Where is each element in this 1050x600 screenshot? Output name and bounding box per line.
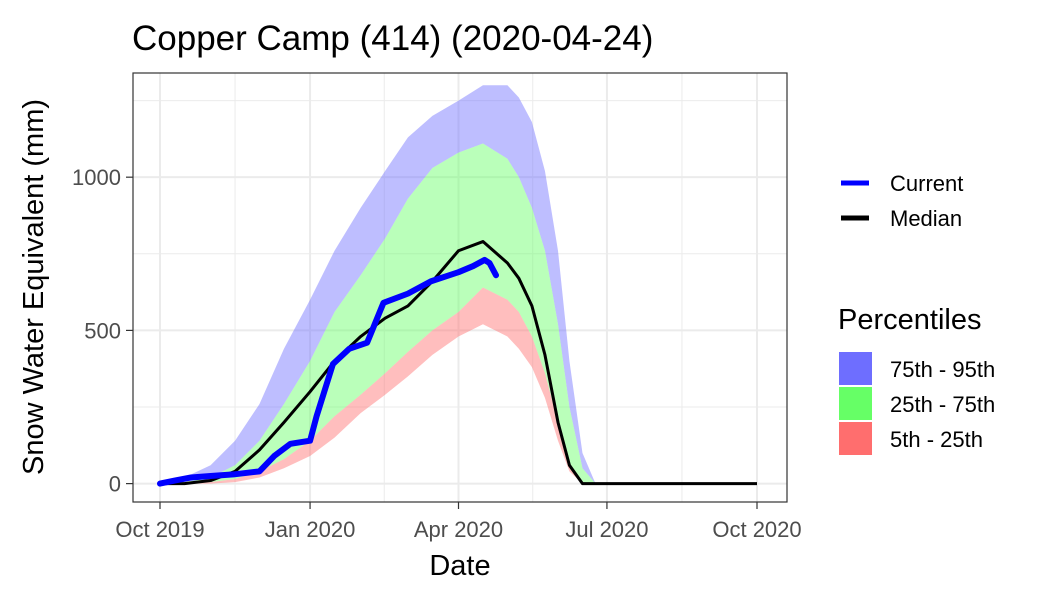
chart-title: Copper Camp (414) (2020-04-24) xyxy=(132,19,653,58)
x-tick-label: Jan 2020 xyxy=(265,517,356,542)
x-tick-label: Jul 2020 xyxy=(565,517,648,542)
legend: Current Median Percentiles 75th - 95th 25th … xyxy=(838,171,995,455)
x-tick-label: Apr 2020 xyxy=(414,517,503,542)
grid xyxy=(133,73,787,502)
legend-label-median: Median xyxy=(890,206,962,231)
legend-label-current: Current xyxy=(890,171,963,196)
legend-label-p5_25: 5th - 25th xyxy=(890,427,983,452)
percentile-bands xyxy=(160,85,757,484)
y-tick-label: 1000 xyxy=(72,165,121,190)
band-25-75 xyxy=(160,143,757,484)
axes: Oct 2019 Jan 2020 Apr 2020 Jul 2020 Oct 2020… xyxy=(72,165,802,542)
y-tick-label: 500 xyxy=(84,318,121,343)
plot-panel xyxy=(133,73,787,502)
legend-label-p25_75: 25th - 75th xyxy=(890,392,995,417)
legend-swatch-p75_95 xyxy=(839,352,872,385)
legend-title-percentiles: Percentiles xyxy=(838,304,981,336)
x-axis-title: Date xyxy=(429,550,490,582)
x-tick-label: Oct 2019 xyxy=(115,517,204,542)
legend-label-p75_95: 75th - 95th xyxy=(890,357,995,382)
plot-border xyxy=(132,72,788,503)
legend-swatch-p5_25 xyxy=(839,422,872,455)
median-line xyxy=(160,240,757,486)
legend-swatch-p25_75 xyxy=(839,387,872,420)
y-tick-label: 0 xyxy=(109,472,121,497)
y-axis-title: Snow Water Equivalent (mm) xyxy=(18,99,50,475)
x-tick-label: Oct 2020 xyxy=(712,517,801,542)
series-lines xyxy=(157,240,757,487)
current-line xyxy=(157,256,500,487)
band-5-25 xyxy=(160,287,757,484)
